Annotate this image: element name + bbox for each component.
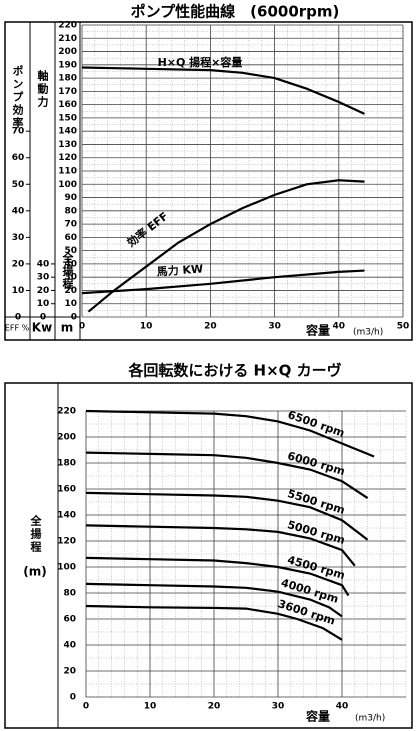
bottom-frame [4,382,413,729]
y-tick-label: 70 [64,220,77,230]
chart-title: 各回転数における H×Q カーヴ [127,362,341,380]
series-label: 6000 rpm [286,449,347,478]
kw-tick-label: 0 [40,313,46,323]
x-axis-label: 容量 [305,709,330,724]
y-tick-label: 80 [64,206,77,216]
x-tick-label: 10 [140,322,153,332]
x-tick-label: 40 [333,322,346,332]
x-tick-label: 20 [208,702,221,712]
y-tick-label: 100 [57,563,76,573]
eff-tick-label: 30 [12,233,25,243]
y-tick-label: 60 [64,233,77,243]
eff-tick-label: 10 [12,286,25,296]
series-label: 馬力 KW [156,261,203,278]
eff-tick-label: 60 [12,153,25,163]
x-axis-label: 容量 [305,323,330,338]
kw-tick-label: 30 [37,273,50,283]
y-tick-label: 180 [58,74,77,84]
y-tick-label: 10 [64,299,77,309]
x-axis-unit: (m3/h) [355,714,385,724]
y-axis-label: 全揚程 [61,251,75,291]
series-label: 5000 rpm [286,518,347,547]
y-tick-label: 210 [58,34,77,44]
top-frame [4,21,413,341]
chart-title: ポンプ性能曲線 (6000rpm) [131,3,340,21]
eff-axis-label: ポンプ効率 [11,64,24,130]
y-tick-label: 110 [58,167,77,177]
y-tick-label: 170 [58,87,77,97]
series-line [85,491,369,541]
series-line [85,604,343,641]
x-axis-unit: (m3/h) [353,328,383,338]
y-tick-label: 90 [64,193,77,203]
series-line [87,179,365,313]
y-tick-label: 200 [58,47,77,57]
kw-tick-label: 20 [37,286,50,296]
y-tick-label: 0 [71,313,77,323]
y-unit: m [61,321,74,335]
series-label: H×Q 揚程×容量 [158,55,243,69]
series-label: 効率 EFF [124,209,171,250]
x-tick-label: 30 [272,702,285,712]
y-tick-label: 130 [58,140,77,150]
kw-unit: Kw [32,321,52,335]
x-tick-label: 10 [144,702,157,712]
kw-axis-label: 軸動力 [36,69,49,109]
series-line [85,556,350,597]
series-line [85,409,375,458]
y-tick-label: 100 [58,180,77,190]
y-tick-label: 220 [57,407,76,417]
series-label: 6500 rpm [286,408,346,440]
series-label: 4500 rpm [286,553,347,582]
y-tick-label: 140 [58,127,77,137]
series-line [85,582,343,618]
y-tick-label: 120 [58,153,77,163]
y-axis-unit: (m) [23,565,46,579]
y-tick-label: 160 [58,100,77,110]
series-line [85,451,369,500]
kw-tick-label: 40 [37,259,50,269]
series-line [81,66,365,115]
y-tick-label: 30 [64,273,77,283]
y-tick-label: 220 [58,21,77,31]
y-tick-label: 60 [63,615,76,625]
x-tick-label: 20 [204,322,217,332]
series-line [85,524,356,567]
eff-tick-label: 50 [12,180,25,190]
y-tick-label: 140 [57,511,76,521]
x-tick-label: 0 [83,702,89,712]
kw-tick-label: 10 [37,299,50,309]
series-label: 5500 rpm [286,487,346,517]
eff-tick-label: 0 [15,313,21,323]
y-tick-label: 150 [58,113,77,123]
y-tick-label: 50 [64,246,77,256]
y-tick-label: 20 [64,286,77,296]
x-tick-label: 50 [397,322,410,332]
eff-tick-label: 70 [12,127,25,137]
x-tick-label: 0 [79,322,85,332]
series-line [81,269,365,295]
y-tick-label: 40 [63,641,76,651]
y-tick-label: 200 [57,433,76,443]
eff-unit: EFF % [5,324,30,333]
y-tick-label: 190 [58,60,77,70]
x-tick-label: 40 [336,702,349,712]
eff-tick-label: 40 [12,206,25,216]
y-tick-label: 0 [70,693,76,703]
y-tick-label: 20 [63,667,76,677]
y-tick-label: 120 [57,537,76,547]
y-tick-label: 160 [57,485,76,495]
y-tick-label: 80 [63,589,76,599]
y-tick-label: 40 [64,259,77,269]
y-tick-label: 180 [57,459,76,469]
eff-tick-label: 20 [12,259,25,269]
x-tick-label: 30 [268,322,281,332]
y-axis-label: 全揚程 [29,514,43,554]
